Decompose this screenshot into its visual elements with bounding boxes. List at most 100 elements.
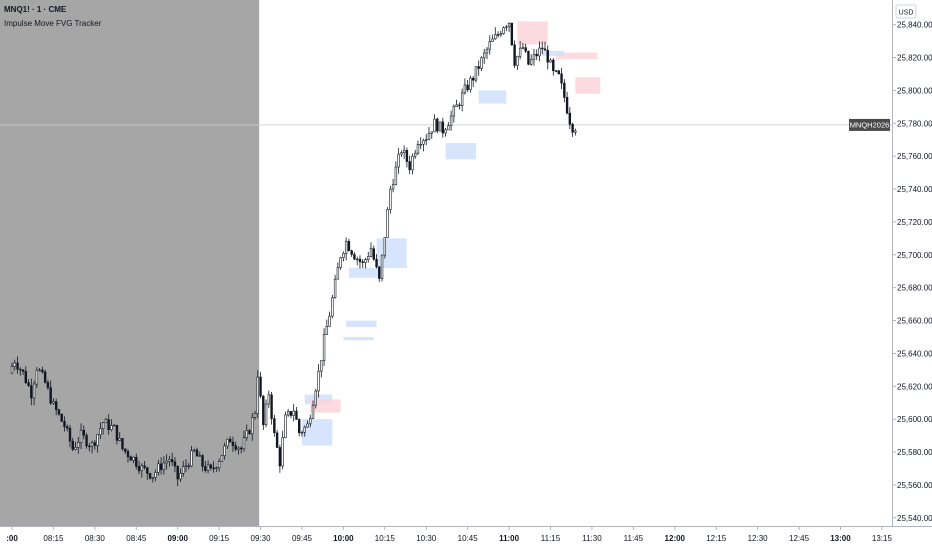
- candle: [353, 252, 356, 260]
- candle: [27, 379, 30, 387]
- candle: [541, 41, 544, 55]
- candle-body: [121, 438, 124, 450]
- candle-body: [57, 409, 61, 415]
- fvg-zone-bearish-3: [575, 77, 601, 94]
- candle: [110, 419, 113, 432]
- candle-body: [148, 473, 152, 479]
- price-axis[interactable]: USD 25,540.00 25,560.00 25,580.00 25,600.00…: [892, 0, 932, 526]
- candle: [483, 48, 486, 64]
- candle: [176, 465, 179, 487]
- candle-body: [565, 97, 569, 114]
- candle-body: [286, 411, 290, 416]
- candle-body: [223, 445, 226, 456]
- candle: [112, 423, 116, 427]
- candle: [510, 22, 514, 47]
- candle: [182, 460, 185, 478]
- candle-body: [416, 144, 420, 154]
- candle-body: [140, 465, 143, 472]
- price-tick-label: 25,540.00: [897, 514, 932, 523]
- candle: [226, 438, 229, 449]
- candle-body: [505, 26, 508, 28]
- candle: [104, 417, 108, 424]
- candle-body: [173, 461, 177, 467]
- candle: [60, 413, 63, 422]
- candle-body: [93, 442, 97, 446]
- price-tick-label: 25,780.00: [897, 119, 932, 128]
- candle: [535, 49, 538, 61]
- candle-body: [336, 267, 340, 280]
- candle: [529, 54, 533, 66]
- candle-body: [21, 369, 25, 372]
- candle: [444, 127, 447, 137]
- candle-body: [146, 467, 149, 474]
- candle-body: [289, 411, 293, 416]
- candle-body: [460, 92, 464, 106]
- candle: [273, 414, 276, 437]
- candle-body: [560, 73, 563, 84]
- candle: [168, 455, 171, 467]
- candle-body: [184, 465, 188, 467]
- candle: [386, 207, 389, 238]
- candle-body: [193, 449, 196, 452]
- price-tick-label: 25,740.00: [897, 185, 932, 194]
- candle: [190, 445, 193, 468]
- candle-body: [115, 424, 119, 441]
- candle: [90, 440, 94, 454]
- candle: [460, 88, 464, 112]
- candle: [300, 430, 304, 437]
- candle: [532, 48, 536, 66]
- candle-body: [240, 447, 243, 450]
- candle-body: [237, 447, 240, 450]
- time-tick-label: 12:15: [706, 534, 727, 543]
- candle: [21, 369, 25, 376]
- candle-body: [135, 456, 138, 467]
- candle: [57, 408, 61, 416]
- candle-body: [532, 53, 536, 60]
- candle-body: [452, 106, 456, 117]
- candle-body: [90, 442, 94, 447]
- candle: [408, 155, 411, 175]
- candle-body: [444, 129, 447, 134]
- pre-session-shade: [0, 0, 260, 526]
- candle: [422, 138, 425, 152]
- candle: [121, 437, 124, 451]
- candle-body: [251, 417, 254, 435]
- candle-body: [496, 34, 500, 36]
- time-axis[interactable]: :00 08:15 08:30 08:45 09:00 09:15 09:30 09:45 10…: [0, 526, 932, 543]
- candle: [52, 398, 55, 405]
- candle: [240, 446, 243, 454]
- price-tick-label: 25,660.00: [897, 317, 932, 326]
- candle-body: [364, 259, 367, 263]
- candle-body: [104, 419, 108, 424]
- candle: [480, 56, 483, 71]
- candle: [165, 454, 168, 470]
- candle: [77, 436, 80, 454]
- candle-body: [383, 237, 387, 256]
- candle: [499, 30, 503, 37]
- candle: [187, 463, 190, 470]
- candle: [402, 145, 406, 160]
- candle: [54, 398, 58, 416]
- candle: [253, 410, 257, 420]
- currency-button[interactable]: [895, 4, 917, 19]
- candle-body: [60, 413, 63, 422]
- candle-body: [469, 77, 472, 91]
- candle-body: [198, 455, 201, 457]
- candle-body: [256, 376, 259, 414]
- candle-body: [46, 382, 50, 388]
- candle-body: [201, 455, 204, 467]
- candle: [193, 448, 196, 453]
- candle: [49, 380, 52, 405]
- candle-body: [41, 369, 44, 373]
- time-tick-label: 09:30: [251, 534, 272, 543]
- candle-body: [32, 383, 36, 399]
- candle: [281, 430, 284, 470]
- candle-body: [353, 254, 356, 260]
- candle-body: [118, 438, 121, 441]
- candle: [347, 238, 351, 252]
- candle: [179, 468, 182, 482]
- candle-body: [159, 463, 163, 470]
- candle-body: [325, 325, 329, 335]
- candle: [488, 35, 491, 55]
